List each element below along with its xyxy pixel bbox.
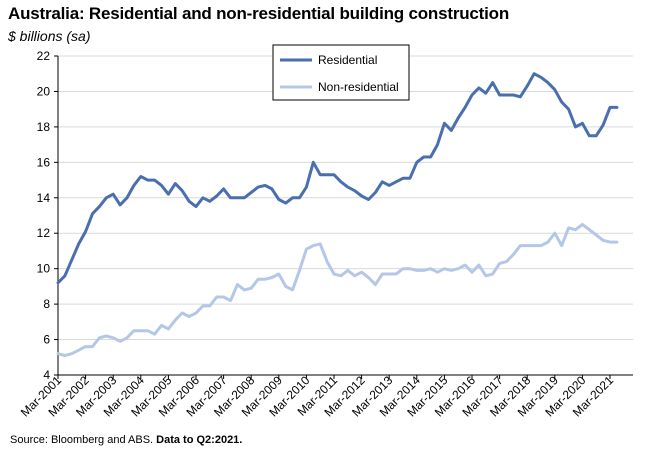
legend-label-residential: Residential bbox=[318, 53, 377, 67]
series-lines bbox=[56, 72, 619, 357]
axes bbox=[54, 55, 633, 379]
legend-label-non-residential: Non-residential bbox=[318, 80, 399, 94]
chart-title: Australia: Residential and non-residenti… bbox=[8, 4, 510, 23]
x-tick-labels: Mar-2001Mar-2002Mar-2003Mar-2004Mar-2005… bbox=[18, 373, 616, 419]
y-tick-label: 16 bbox=[37, 155, 51, 169]
y-tick-label: 4 bbox=[43, 368, 50, 382]
legend-box bbox=[272, 44, 410, 101]
y-tick-label: 18 bbox=[37, 120, 51, 134]
y-unit-label: $ billions (sa) bbox=[8, 28, 91, 44]
y-tick-labels: 4 6 8 10 12 14 16 18 20 22 bbox=[37, 49, 51, 382]
legend: Residential Non-residential bbox=[272, 44, 410, 101]
gridlines bbox=[58, 55, 633, 341]
y-tick-label: 10 bbox=[37, 262, 51, 276]
series-line-non-residential bbox=[56, 222, 619, 357]
source-note: Source: Bloomberg and ABS. Data to Q2:20… bbox=[10, 434, 242, 446]
y-tick-label: 8 bbox=[43, 297, 50, 311]
y-tick-label: 22 bbox=[37, 49, 51, 63]
y-tick-label: 6 bbox=[43, 333, 50, 347]
y-tick-label: 14 bbox=[37, 191, 51, 205]
y-tick-label: 20 bbox=[37, 84, 51, 98]
series-line-residential bbox=[56, 72, 619, 285]
data-period-note: Data to Q2:2021. bbox=[156, 434, 243, 446]
y-tick-label: 12 bbox=[37, 226, 51, 240]
source-text: Source: Bloomberg and ABS. bbox=[10, 434, 154, 446]
